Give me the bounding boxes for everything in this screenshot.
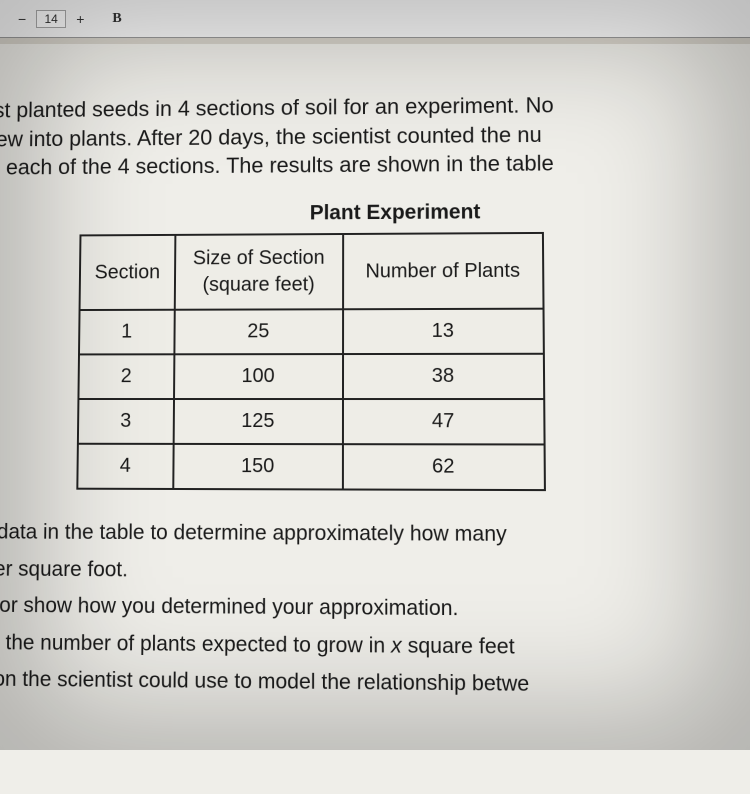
table-row: 4 150 62: [77, 444, 544, 490]
cell-section: 2: [78, 355, 174, 400]
table-header-row: Section Size of Section (square feet) Nu…: [80, 233, 544, 310]
document-page: ist planted seeds in 4 sections of soil …: [0, 44, 750, 794]
cell-section: 4: [77, 444, 173, 489]
cell-plants: 62: [343, 445, 545, 491]
text-line: n each of the 4 sections. The results ar…: [0, 148, 750, 183]
cell-plants: 38: [343, 354, 544, 399]
cell-section: 3: [78, 399, 174, 444]
header-size: Size of Section (square feet): [174, 234, 342, 310]
table-title: Plant Experiment: [0, 197, 750, 230]
text-line: w per square foot.: [0, 554, 750, 589]
cell-size: 100: [174, 354, 343, 399]
header-plants: Number of Plants: [343, 233, 543, 309]
cell-plants: 13: [343, 309, 544, 354]
toolbar: − 14 + B: [0, 0, 750, 38]
question-text: the data in the table to determine appro…: [0, 518, 750, 703]
cell-size: 25: [174, 310, 343, 355]
header-section: Section: [80, 235, 176, 310]
bold-button[interactable]: B: [104, 9, 129, 29]
table-row: 3 125 47: [78, 399, 544, 444]
problem-text: ist planted seeds in 4 sections of soil …: [0, 44, 750, 703]
text-span: square feet: [402, 634, 515, 659]
variable-x: x: [391, 634, 402, 658]
font-decrease-button[interactable]: −: [10, 9, 34, 29]
text-line: lain or show how you determined your app…: [0, 591, 750, 628]
cell-size: 125: [173, 399, 342, 444]
cell-plants: 47: [343, 399, 545, 444]
font-size-input[interactable]: 14: [36, 10, 66, 28]
table-row: 1 25 13: [79, 309, 544, 355]
cell-size: 150: [173, 444, 343, 490]
font-increase-button[interactable]: +: [68, 9, 92, 29]
text-line: the data in the table to determine appro…: [0, 518, 750, 552]
text-line: uation the scientist could use to model …: [0, 664, 750, 703]
plant-experiment-table: Section Size of Section (square feet) Nu…: [76, 232, 545, 491]
text-span: y be the number of plants expected to gr…: [0, 630, 391, 657]
text-line: y be the number of plants expected to gr…: [0, 627, 750, 665]
cell-section: 1: [79, 310, 174, 355]
table-row: 2 100 38: [78, 354, 544, 399]
